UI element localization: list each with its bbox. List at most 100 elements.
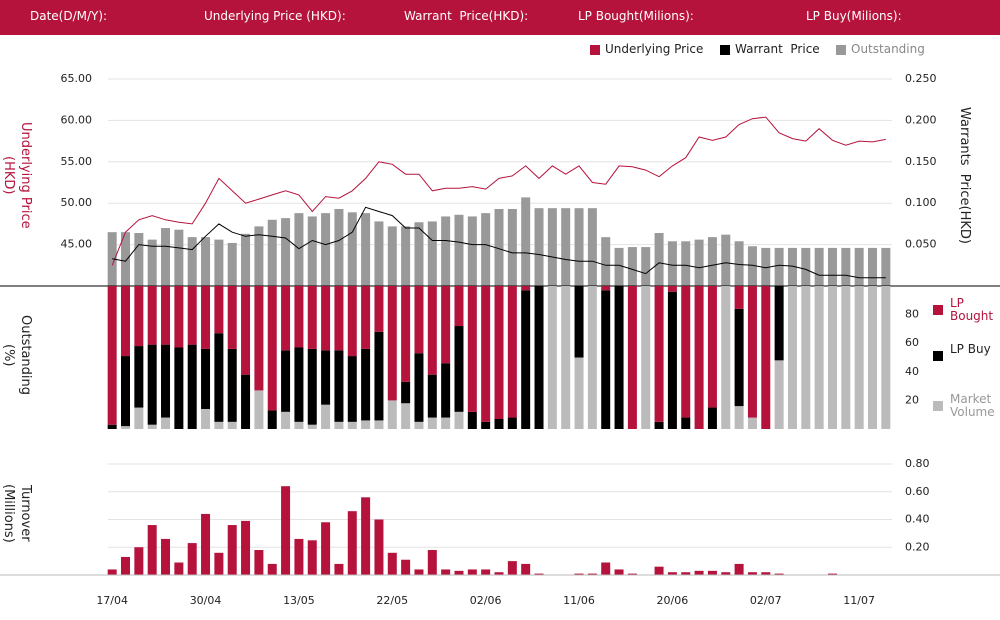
bar (521, 563, 531, 575)
bar (867, 247, 877, 286)
bar (587, 573, 597, 575)
legend-label: LP Buy (950, 342, 991, 356)
bar-segment (321, 350, 331, 405)
bar-segment (574, 357, 584, 429)
bar-segment (241, 374, 251, 429)
bar-segment (334, 421, 344, 429)
bar-segment (801, 286, 811, 429)
bar-segment (214, 286, 224, 334)
legend-label: Warrant Price (735, 42, 820, 56)
bar (227, 242, 237, 286)
bar (654, 233, 664, 286)
bar (321, 522, 331, 575)
x-tick-label: 02/06 (470, 594, 502, 607)
axis-label-line: (HKD) (1, 155, 16, 195)
bar (374, 519, 384, 575)
bar-segment (641, 286, 651, 429)
bar-segment (814, 286, 824, 429)
bar-segment (761, 286, 771, 429)
bar-segment (174, 347, 184, 429)
bar (534, 573, 544, 575)
bar-segment (734, 286, 744, 309)
bar (187, 237, 197, 286)
tick-label: 0.80 (905, 457, 930, 470)
bar-segment (281, 411, 291, 429)
line (111, 116, 886, 266)
bar (134, 547, 144, 575)
bar-segment (507, 417, 517, 429)
tick-label: 20 (905, 393, 919, 406)
tick-label: 40 (905, 365, 919, 378)
bar-segment (654, 421, 664, 429)
bar-segment (774, 360, 784, 429)
bar-segment (614, 286, 624, 429)
bar-segment (401, 286, 411, 382)
bar (707, 570, 717, 575)
bar (881, 247, 891, 286)
bar-segment (267, 286, 277, 411)
bar-segment (347, 286, 357, 357)
bar-segment (441, 286, 451, 364)
bar (694, 239, 704, 286)
bar (147, 525, 157, 575)
bar-segment (521, 286, 531, 291)
bar-segment (294, 347, 304, 422)
bar-segment (281, 350, 291, 412)
axis-label-line: (Millions) (1, 483, 16, 543)
bar (627, 573, 637, 575)
x-tick-label: 13/05 (283, 594, 315, 607)
bar-segment (134, 286, 144, 347)
x-tick-label: 02/07 (750, 594, 782, 607)
line (112, 206, 886, 279)
bar (507, 208, 517, 286)
tick-label: 65.00 (61, 72, 93, 85)
axis-label: Underlying Price (HKD) (0, 100, 34, 250)
bar (387, 552, 397, 575)
bar-segment (174, 286, 184, 348)
bar-segment (134, 346, 144, 408)
axis-label-line: Underlying Price (18, 121, 33, 229)
bar-segment (201, 408, 211, 429)
bar-segment (294, 286, 304, 348)
bar-segment (454, 411, 464, 429)
bar-segment (414, 286, 424, 354)
bar-segment (161, 286, 171, 345)
bar (414, 569, 424, 575)
bar (694, 570, 704, 575)
bar-segment (494, 286, 504, 419)
bar-segment (467, 411, 477, 429)
x-tick-label: 11/07 (843, 594, 875, 607)
tick-label: 60 (905, 336, 919, 349)
bar (281, 486, 291, 575)
bar (361, 497, 371, 575)
bar-segment (574, 286, 584, 358)
header-field: Date(D/M/Y): (30, 9, 108, 23)
bar (614, 247, 624, 286)
bar (827, 247, 837, 286)
bar (774, 573, 784, 575)
bar (574, 573, 584, 575)
bar-segment (414, 421, 424, 429)
bar (667, 572, 677, 575)
bar-segment (214, 333, 224, 422)
bar (121, 232, 131, 286)
bar (187, 543, 197, 575)
bar-segment (454, 326, 464, 412)
legend-swatch (590, 45, 600, 55)
legend-swatch (720, 45, 730, 55)
bar-segment (734, 406, 744, 429)
tick-label: 0.200 (905, 113, 937, 126)
bar (734, 563, 744, 575)
bar-segment (454, 286, 464, 327)
bar (747, 246, 757, 286)
legend-label: Underlying Price (605, 42, 704, 56)
bar-segment (281, 286, 291, 351)
bar-segment (147, 344, 157, 425)
bar (481, 569, 491, 575)
bar-segment (307, 348, 317, 425)
bar-segment (427, 286, 437, 375)
bar (347, 511, 357, 575)
bar-segment (227, 421, 237, 429)
bar (201, 237, 211, 286)
bar (587, 208, 597, 286)
